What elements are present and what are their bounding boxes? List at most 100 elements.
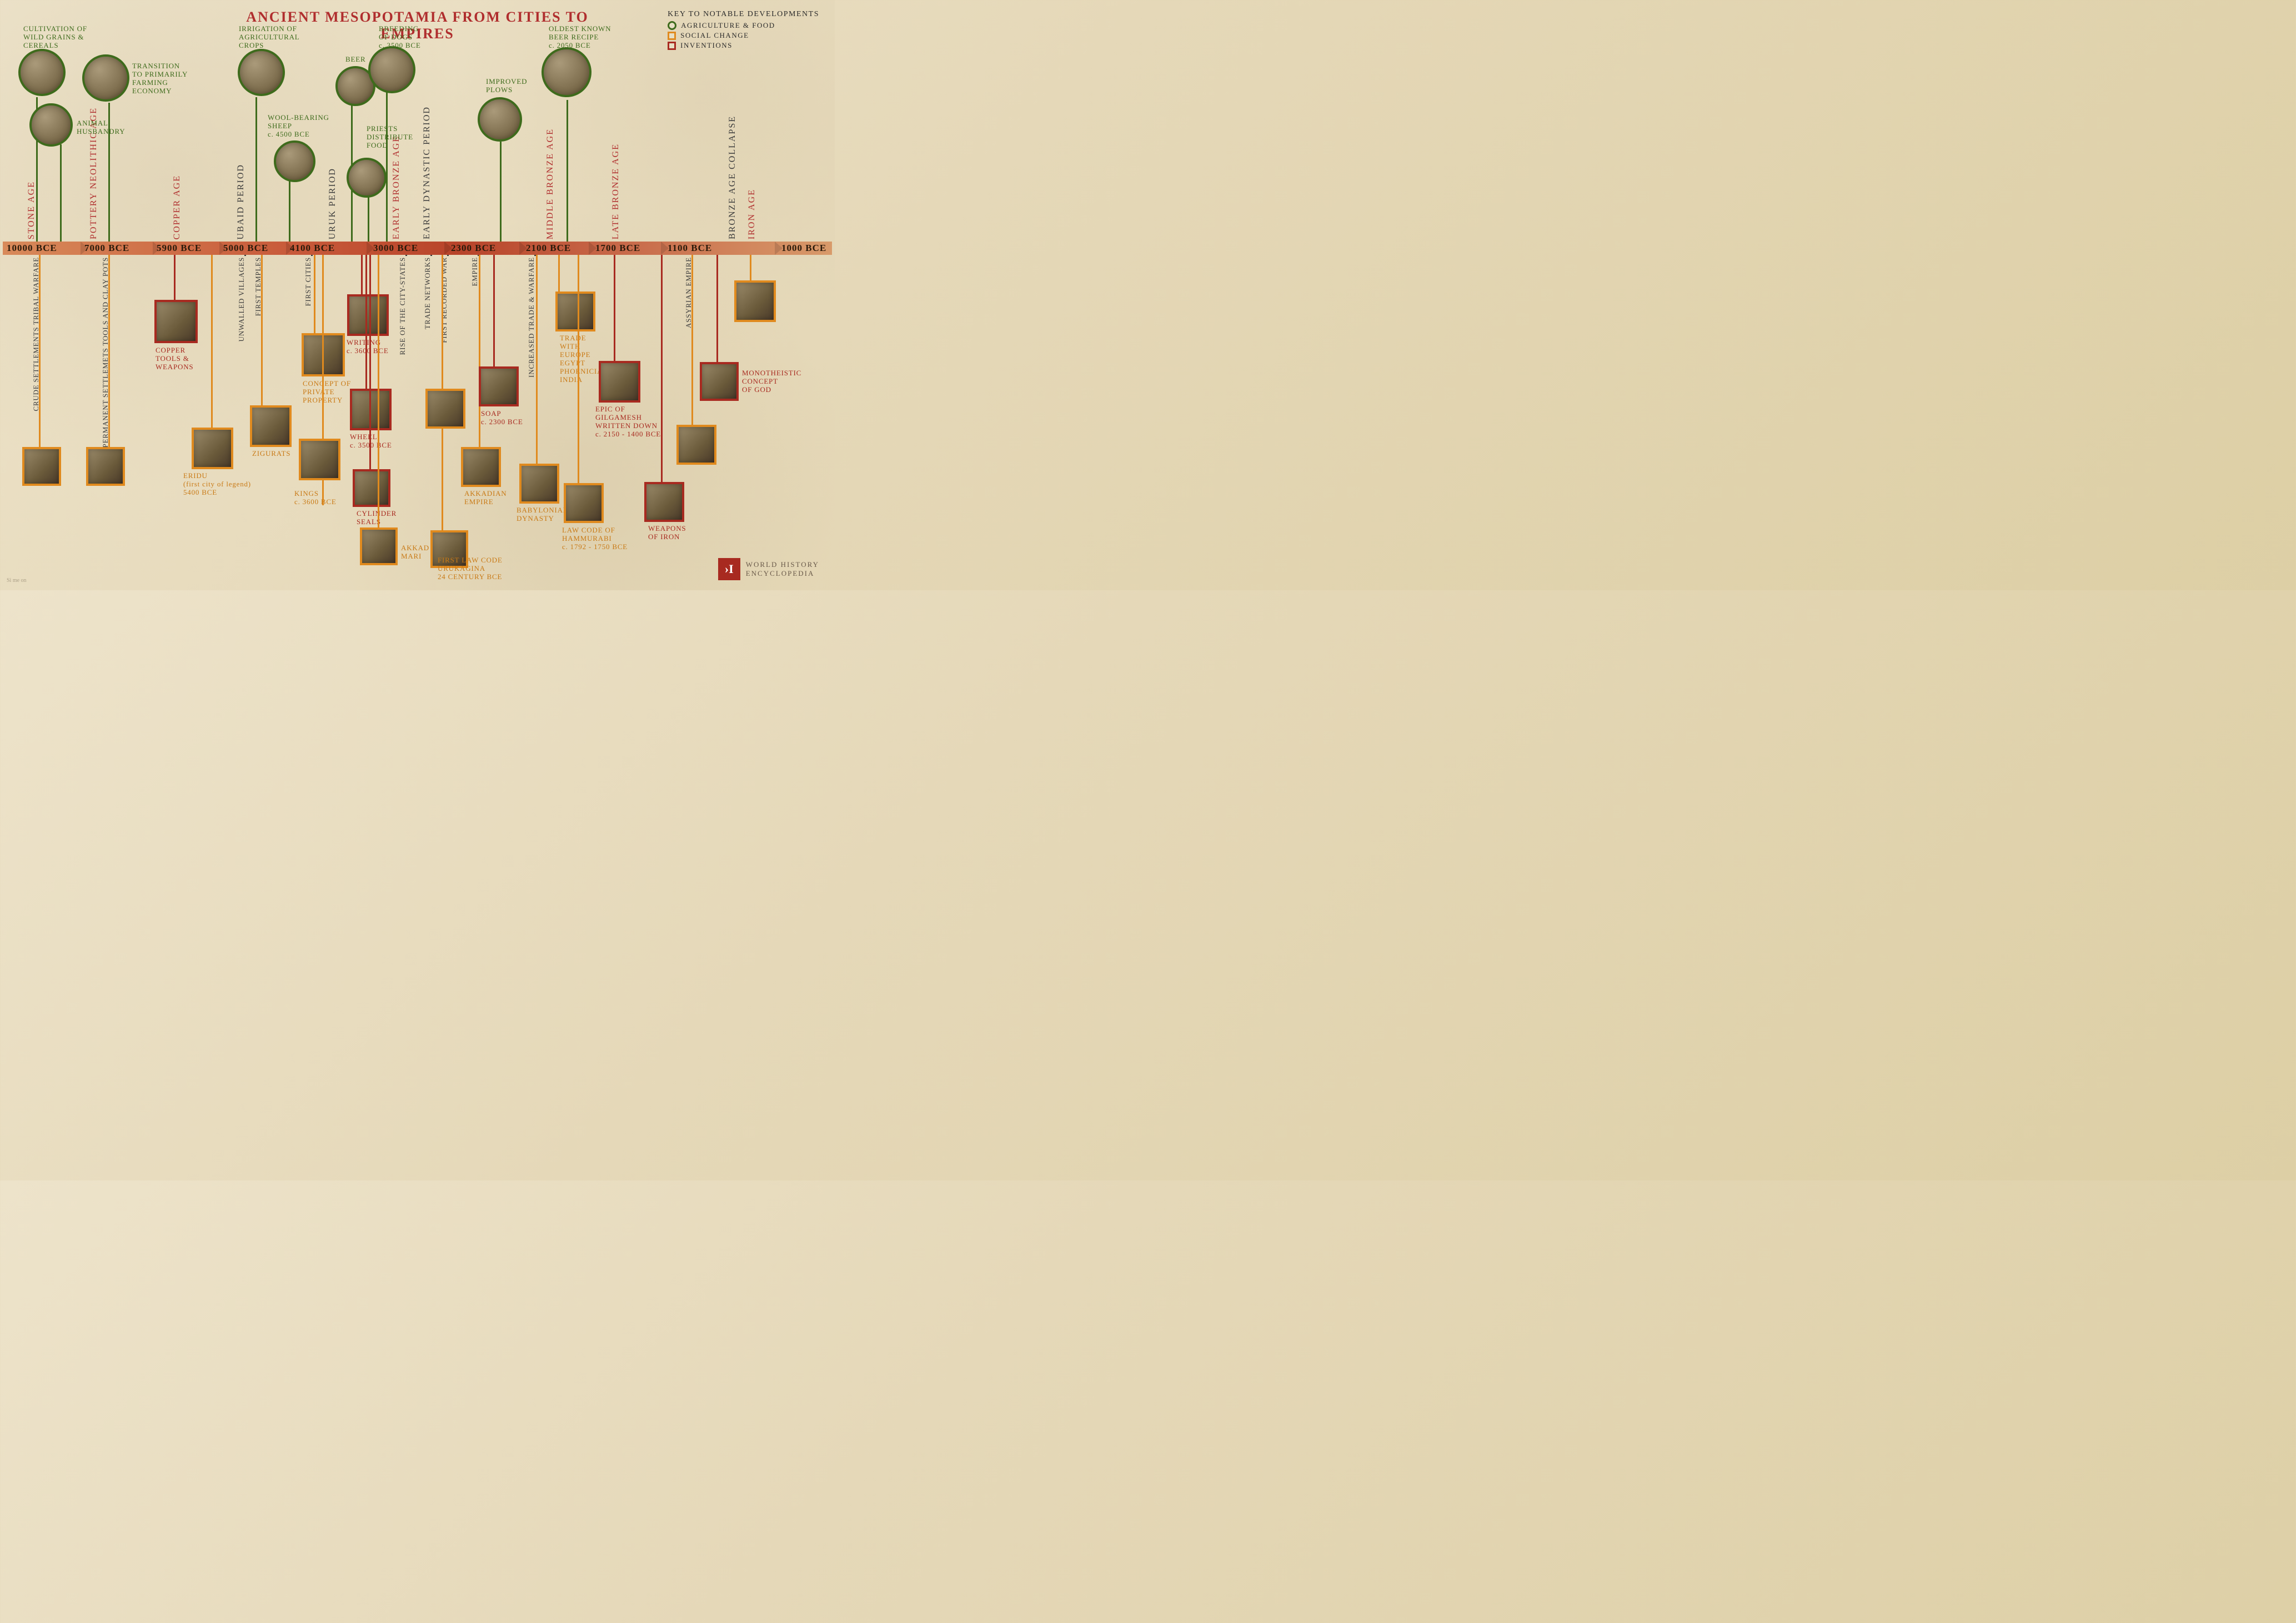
period-label: EARLY BRONZE AGE xyxy=(392,135,402,239)
event-label: BEER xyxy=(345,56,365,64)
period-label: IRON AGE xyxy=(747,189,757,239)
event-label: FIRST CITIES xyxy=(304,257,313,306)
event-image xyxy=(86,447,125,486)
event-stem xyxy=(430,255,432,256)
timeline-date: 2100 BCE xyxy=(525,242,571,255)
event-image xyxy=(644,482,684,522)
footer-line2: ENCYCLOPEDIA xyxy=(746,569,819,578)
event-bubble xyxy=(82,54,129,102)
event-image xyxy=(353,469,390,507)
event-bubble xyxy=(542,47,591,97)
square-icon xyxy=(668,42,676,50)
legend-title: KEY TO NOTABLE DEVELOPMENTS xyxy=(668,10,819,19)
event-image xyxy=(519,464,559,504)
arrow-icon xyxy=(661,242,669,255)
arrow-icon xyxy=(81,242,88,255)
event-image xyxy=(154,300,198,343)
event-stem xyxy=(255,97,257,242)
event-stem xyxy=(361,255,363,294)
event-image xyxy=(734,280,776,322)
event-label: BABYLONIAN DYNASTY xyxy=(517,506,569,523)
event-stem xyxy=(386,92,388,242)
event-stem xyxy=(368,192,369,242)
arrow-icon xyxy=(153,242,161,255)
period-label: LATE BRONZE AGE xyxy=(611,143,621,239)
timeline-date: 2300 BCE xyxy=(450,242,496,255)
event-stem xyxy=(289,180,290,242)
event-stem xyxy=(558,255,560,292)
timeline-date: 1700 BCE xyxy=(594,242,640,255)
event-bubble xyxy=(29,103,73,147)
footer-line1: WORLD HISTORY xyxy=(746,560,819,569)
event-image xyxy=(461,447,501,487)
event-stem xyxy=(261,255,263,405)
event-bubble xyxy=(18,49,66,96)
event-label: WRITING c. 3600 BCE xyxy=(347,339,389,355)
event-stem xyxy=(493,255,495,366)
legend-row-social: SOCIAL CHANGE xyxy=(668,31,819,40)
arrow-icon xyxy=(444,242,452,255)
period-label: BRONZE AGE COLLAPSE xyxy=(728,115,738,239)
event-image xyxy=(22,447,61,486)
event-label: WEAPONS OF IRON xyxy=(648,525,686,541)
event-stem xyxy=(614,255,615,361)
event-label: AKKAD MARI xyxy=(401,544,429,561)
event-image xyxy=(347,294,389,336)
event-stem xyxy=(174,255,176,300)
event-label: IRRIGATION OF AGRICULTURAL CROPS xyxy=(239,25,300,50)
event-image xyxy=(192,428,233,469)
event-stem xyxy=(578,255,579,483)
arrow-icon xyxy=(589,242,596,255)
event-label: TRADE NETWORKS xyxy=(424,257,432,329)
period-label: COPPER AGE xyxy=(172,175,182,239)
event-bubble xyxy=(478,97,522,142)
event-stem xyxy=(60,144,62,242)
event-stem xyxy=(108,255,110,447)
event-stem xyxy=(661,255,663,482)
event-label: LAW CODE OF HAMMURABI c. 1792 - 1750 BCE xyxy=(562,526,628,551)
event-image xyxy=(479,366,519,406)
event-label: ANIMAL HUSBANDRY xyxy=(77,119,125,136)
arrow-icon xyxy=(286,242,294,255)
event-image xyxy=(360,527,398,565)
event-stem xyxy=(691,255,693,425)
event-image xyxy=(555,292,595,331)
event-stem xyxy=(39,255,41,447)
event-stem xyxy=(211,255,213,428)
circle-icon xyxy=(668,21,676,30)
event-label: OLDEST KNOWN BEER RECIPE c. 2050 BCE xyxy=(549,25,611,50)
timeline-date: 1100 BCE xyxy=(666,242,712,255)
event-bubble xyxy=(238,49,285,96)
arrow-icon xyxy=(519,242,527,255)
event-label: ZIGURATS xyxy=(252,450,290,458)
event-label: FIRST LAW CODE URUKAGINA 24 CENTURY BCE xyxy=(438,556,503,581)
event-image xyxy=(250,405,292,447)
event-stem xyxy=(365,255,367,389)
event-stem xyxy=(536,255,538,464)
period-label: STONE AGE xyxy=(27,181,37,239)
event-label: EPIC OF GILGAMESH WRITTEN DOWN c. 2150 -… xyxy=(595,405,661,439)
legend: KEY TO NOTABLE DEVELOPMENTS AGRICULTURE … xyxy=(668,10,819,51)
timeline-date: 7000 BCE xyxy=(83,242,129,255)
event-stem xyxy=(108,103,110,242)
event-stem xyxy=(405,255,407,256)
arrow-icon xyxy=(367,242,374,255)
event-label: UNWALLED VILLAGES xyxy=(238,257,246,341)
event-image xyxy=(599,361,640,403)
legend-row-agriculture: AGRICULTURE & FOOD xyxy=(668,21,819,30)
event-stem xyxy=(716,255,718,362)
event-label: INCREASED TRADE & WARFARE xyxy=(528,257,536,378)
event-label: EMPIRE xyxy=(471,257,479,286)
event-image xyxy=(299,439,340,480)
event-stem xyxy=(479,255,480,447)
event-stem xyxy=(244,255,246,256)
period-label: MIDDLE BRONZE AGE xyxy=(545,128,555,239)
event-bubble xyxy=(368,46,415,93)
square-icon xyxy=(668,32,676,40)
event-stem xyxy=(311,255,313,256)
arrow-icon xyxy=(219,242,227,255)
event-label: KINGS c. 3600 BCE xyxy=(294,490,337,506)
event-label: TRANSITION TO PRIMARILY FARMING ECONOMY xyxy=(132,62,188,96)
event-label: CYLINDER SEALS xyxy=(357,510,397,526)
timeline-date: 3000 BCE xyxy=(372,242,418,255)
